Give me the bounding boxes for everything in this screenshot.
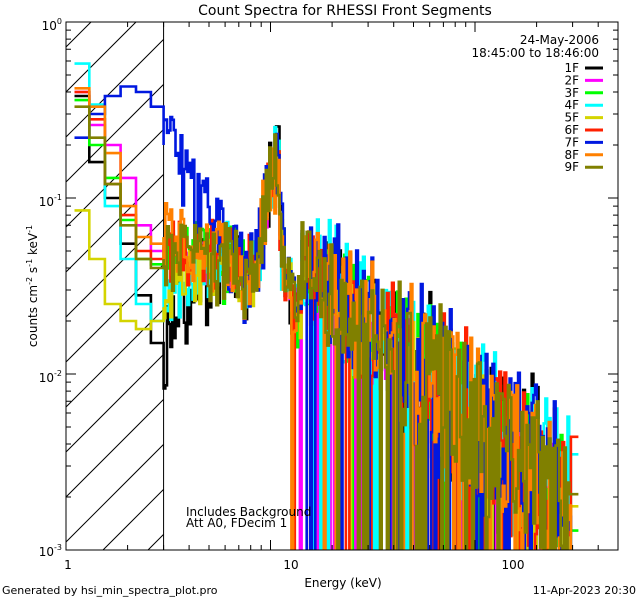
y-tick-label: 10-3 xyxy=(39,543,62,559)
legend-label-6F: 6F xyxy=(564,123,579,137)
x-axis-label: Energy (keV) xyxy=(304,576,381,590)
series-line-9F xyxy=(74,105,579,550)
legend-label-5F: 5F xyxy=(564,111,579,125)
legend-label-4F: 4F xyxy=(564,98,579,112)
legend-label-7F: 7F xyxy=(564,135,579,149)
legend-label-3F: 3F xyxy=(564,86,579,100)
tick-marks xyxy=(65,21,619,551)
y-axis-label: counts cm-2 s-1 keV-1 xyxy=(25,225,40,347)
legend-label-1F: 1F xyxy=(564,61,579,75)
y-tick-label: 10-1 xyxy=(39,193,62,209)
chart-title: Count Spectra for RHESSI Front Segments xyxy=(198,3,492,19)
time-range-label: 18:45:00 to 18:46:00 xyxy=(472,46,599,60)
legend-label-8F: 8F xyxy=(564,148,579,162)
x-tick-label: 1 xyxy=(64,558,72,572)
legend-label-2F: 2F xyxy=(564,73,579,87)
date-label: 24-May-2006 xyxy=(520,33,599,47)
annotation-attenuator: Att A0, FDecim 1 xyxy=(186,516,287,530)
y-tick-label: 10-2 xyxy=(39,369,62,385)
footer-timestamp: 11-Apr-2023 20:30 xyxy=(533,584,636,597)
plot-frame xyxy=(65,21,619,551)
legend-label-9F: 9F xyxy=(564,160,579,174)
series-lines xyxy=(74,62,579,550)
x-tick-label: 100 xyxy=(502,558,525,572)
y-tick-label: 100 xyxy=(42,17,62,33)
annotation-background: Includes Background xyxy=(186,505,311,519)
axis-ticks xyxy=(65,21,619,551)
x-tick-label: 10 xyxy=(283,558,298,572)
footer-generated-by: Generated by hsi_min_spectra_plot.pro xyxy=(2,584,218,597)
